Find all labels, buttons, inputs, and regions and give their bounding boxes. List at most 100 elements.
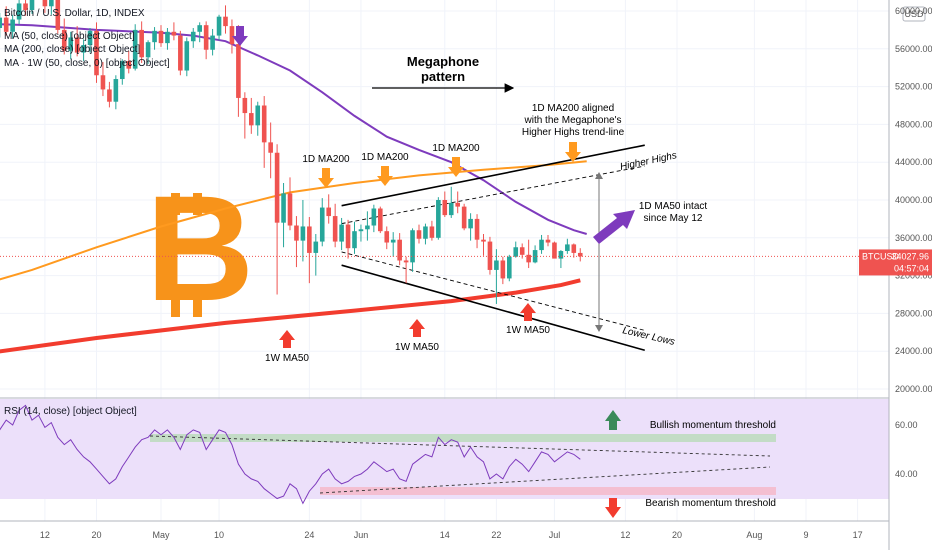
- legend-w1-ma50[interactable]: MA · 1W (50, close, 0) [object Object]: [4, 58, 170, 69]
- bullish-threshold-label: Bullish momentum threshold: [650, 420, 776, 431]
- time-tick-label: 12: [620, 530, 630, 540]
- rsi-line: [0, 404, 581, 505]
- upper-dashed-trendline: [341, 165, 645, 225]
- candle-body: [171, 31, 177, 36]
- candle-body: [371, 208, 377, 226]
- candle-body: [352, 231, 357, 249]
- lower-trendline: [341, 264, 645, 352]
- price-axis[interactable]: 20000.00 24000.00 28000.00 32000.00 36000.00…: [895, 6, 932, 394]
- rsi-legend[interactable]: RSI (14, close) [object Object]: [4, 406, 137, 417]
- legend-ma200[interactable]: MA (200, close) [object Object]: [4, 44, 140, 55]
- candle-body: [378, 208, 383, 232]
- rsi-axis: 40.00 60.00: [895, 420, 918, 479]
- candle-body: [507, 256, 512, 279]
- candle-body: [274, 152, 280, 223]
- time-tick-label: 24: [304, 530, 314, 540]
- candlesticks: [0, 0, 583, 304]
- chart-title[interactable]: Bitcoin / U.S. Dollar, 1D, INDEX: [4, 8, 145, 19]
- aligned-note-line3: Higher Highs trend-line: [522, 127, 625, 138]
- candle-body: [410, 230, 415, 263]
- candle-body: [190, 31, 196, 42]
- candle-body: [300, 226, 306, 241]
- orange-arrow-down-icon: [377, 166, 393, 186]
- candle-body: [61, 29, 67, 51]
- price-tick-label: 20000.00: [895, 384, 932, 394]
- green-arrow-up-icon: [605, 410, 621, 430]
- time-tick-label: 10: [214, 530, 224, 540]
- ma50-note-line1: 1D MA50 intact: [639, 201, 708, 212]
- candle-body: [558, 251, 564, 259]
- currency-badge[interactable]: [902, 6, 926, 22]
- candle-body: [481, 239, 486, 242]
- rsi-band: [0, 399, 889, 499]
- candle-body: [184, 41, 190, 71]
- bitcoin-logo: B: [146, 164, 254, 332]
- time-tick-label: 12: [40, 530, 50, 540]
- candle-body: [261, 105, 267, 143]
- candle-body: [539, 239, 544, 251]
- time-axis[interactable]: 12 20 May 10 24 Jun 14 22 Jul 12 20 Aug 9 17: [40, 530, 863, 540]
- candle-body: [165, 31, 170, 44]
- candle-body: [242, 97, 248, 114]
- bearish-threshold-band: [320, 487, 776, 495]
- megaphone-title-line1: Megaphone: [407, 54, 479, 69]
- candle-body: [487, 241, 493, 270]
- price-tick-label: 56000.00: [895, 44, 932, 54]
- legend: Bitcoin / U.S. Dollar, 1D, INDEX MA (50,…: [4, 8, 170, 69]
- candle-body: [532, 250, 538, 263]
- time-tick-label: 20: [91, 530, 101, 540]
- ma200-label-2: 1D MA200: [361, 152, 409, 163]
- symbol-label: BTCUSD: [862, 251, 900, 261]
- ma-line-3: [0, 278, 581, 354]
- candle-body: [132, 29, 138, 69]
- candle-body: [197, 25, 202, 32]
- candle-body: [307, 226, 312, 253]
- candle-body: [139, 29, 144, 58]
- candle-body: [210, 35, 215, 50]
- candle-body: [249, 113, 254, 126]
- red-arrow-up-icon: [409, 319, 425, 337]
- time-tick-label: Jul: [549, 530, 561, 540]
- candle-body: [332, 216, 338, 242]
- time-tick-label: Jun: [354, 530, 369, 540]
- ma200-label-3: 1D MA200: [432, 143, 480, 154]
- orange-arrow-down-icon: [565, 142, 581, 162]
- candle-body: [313, 241, 319, 253]
- candle-body: [461, 206, 467, 229]
- rsi-tick-label: 40.00: [895, 469, 918, 479]
- price-tick-label: 28000.00: [895, 308, 932, 318]
- candle-body: [216, 16, 222, 36]
- upper-trendline: [341, 144, 645, 207]
- candle-body: [403, 260, 409, 263]
- candle-body: [423, 226, 428, 239]
- candle-body: [158, 30, 164, 44]
- candle-body: [23, 3, 28, 11]
- candle-body: [55, 0, 61, 30]
- ma-line-1: [0, 23, 587, 235]
- candle-body: [326, 207, 331, 217]
- candle-body: [74, 37, 80, 53]
- ma50-note-line2: since May 12: [644, 213, 703, 224]
- rsi-upper-trendline: [149, 435, 771, 457]
- countdown-value: 04:57:04: [894, 263, 929, 273]
- price-tick-label: 48000.00: [895, 119, 932, 129]
- red-arrow-up-icon: [279, 330, 295, 348]
- candle-body: [319, 207, 325, 242]
- candle-body: [229, 26, 235, 45]
- candle-body: [571, 244, 577, 253]
- candle-body: [268, 142, 273, 153]
- candle-body: [107, 89, 112, 102]
- candle-body: [442, 200, 448, 216]
- legend-ma50[interactable]: MA (50, close) [object Object]: [4, 31, 135, 42]
- candle-body: [545, 239, 551, 243]
- price-tick-label: 60000.00: [895, 6, 932, 16]
- candle-body: [42, 0, 48, 7]
- orange-arrow-down-icon: [318, 168, 334, 188]
- purple-arrow-icon: [593, 210, 635, 244]
- candle-body: [152, 30, 157, 43]
- time-tick-label: 17: [853, 530, 863, 540]
- candle-body: [519, 247, 525, 255]
- price-tick-label: 36000.00: [895, 233, 932, 243]
- ma200-label-1: 1D MA200: [302, 154, 350, 165]
